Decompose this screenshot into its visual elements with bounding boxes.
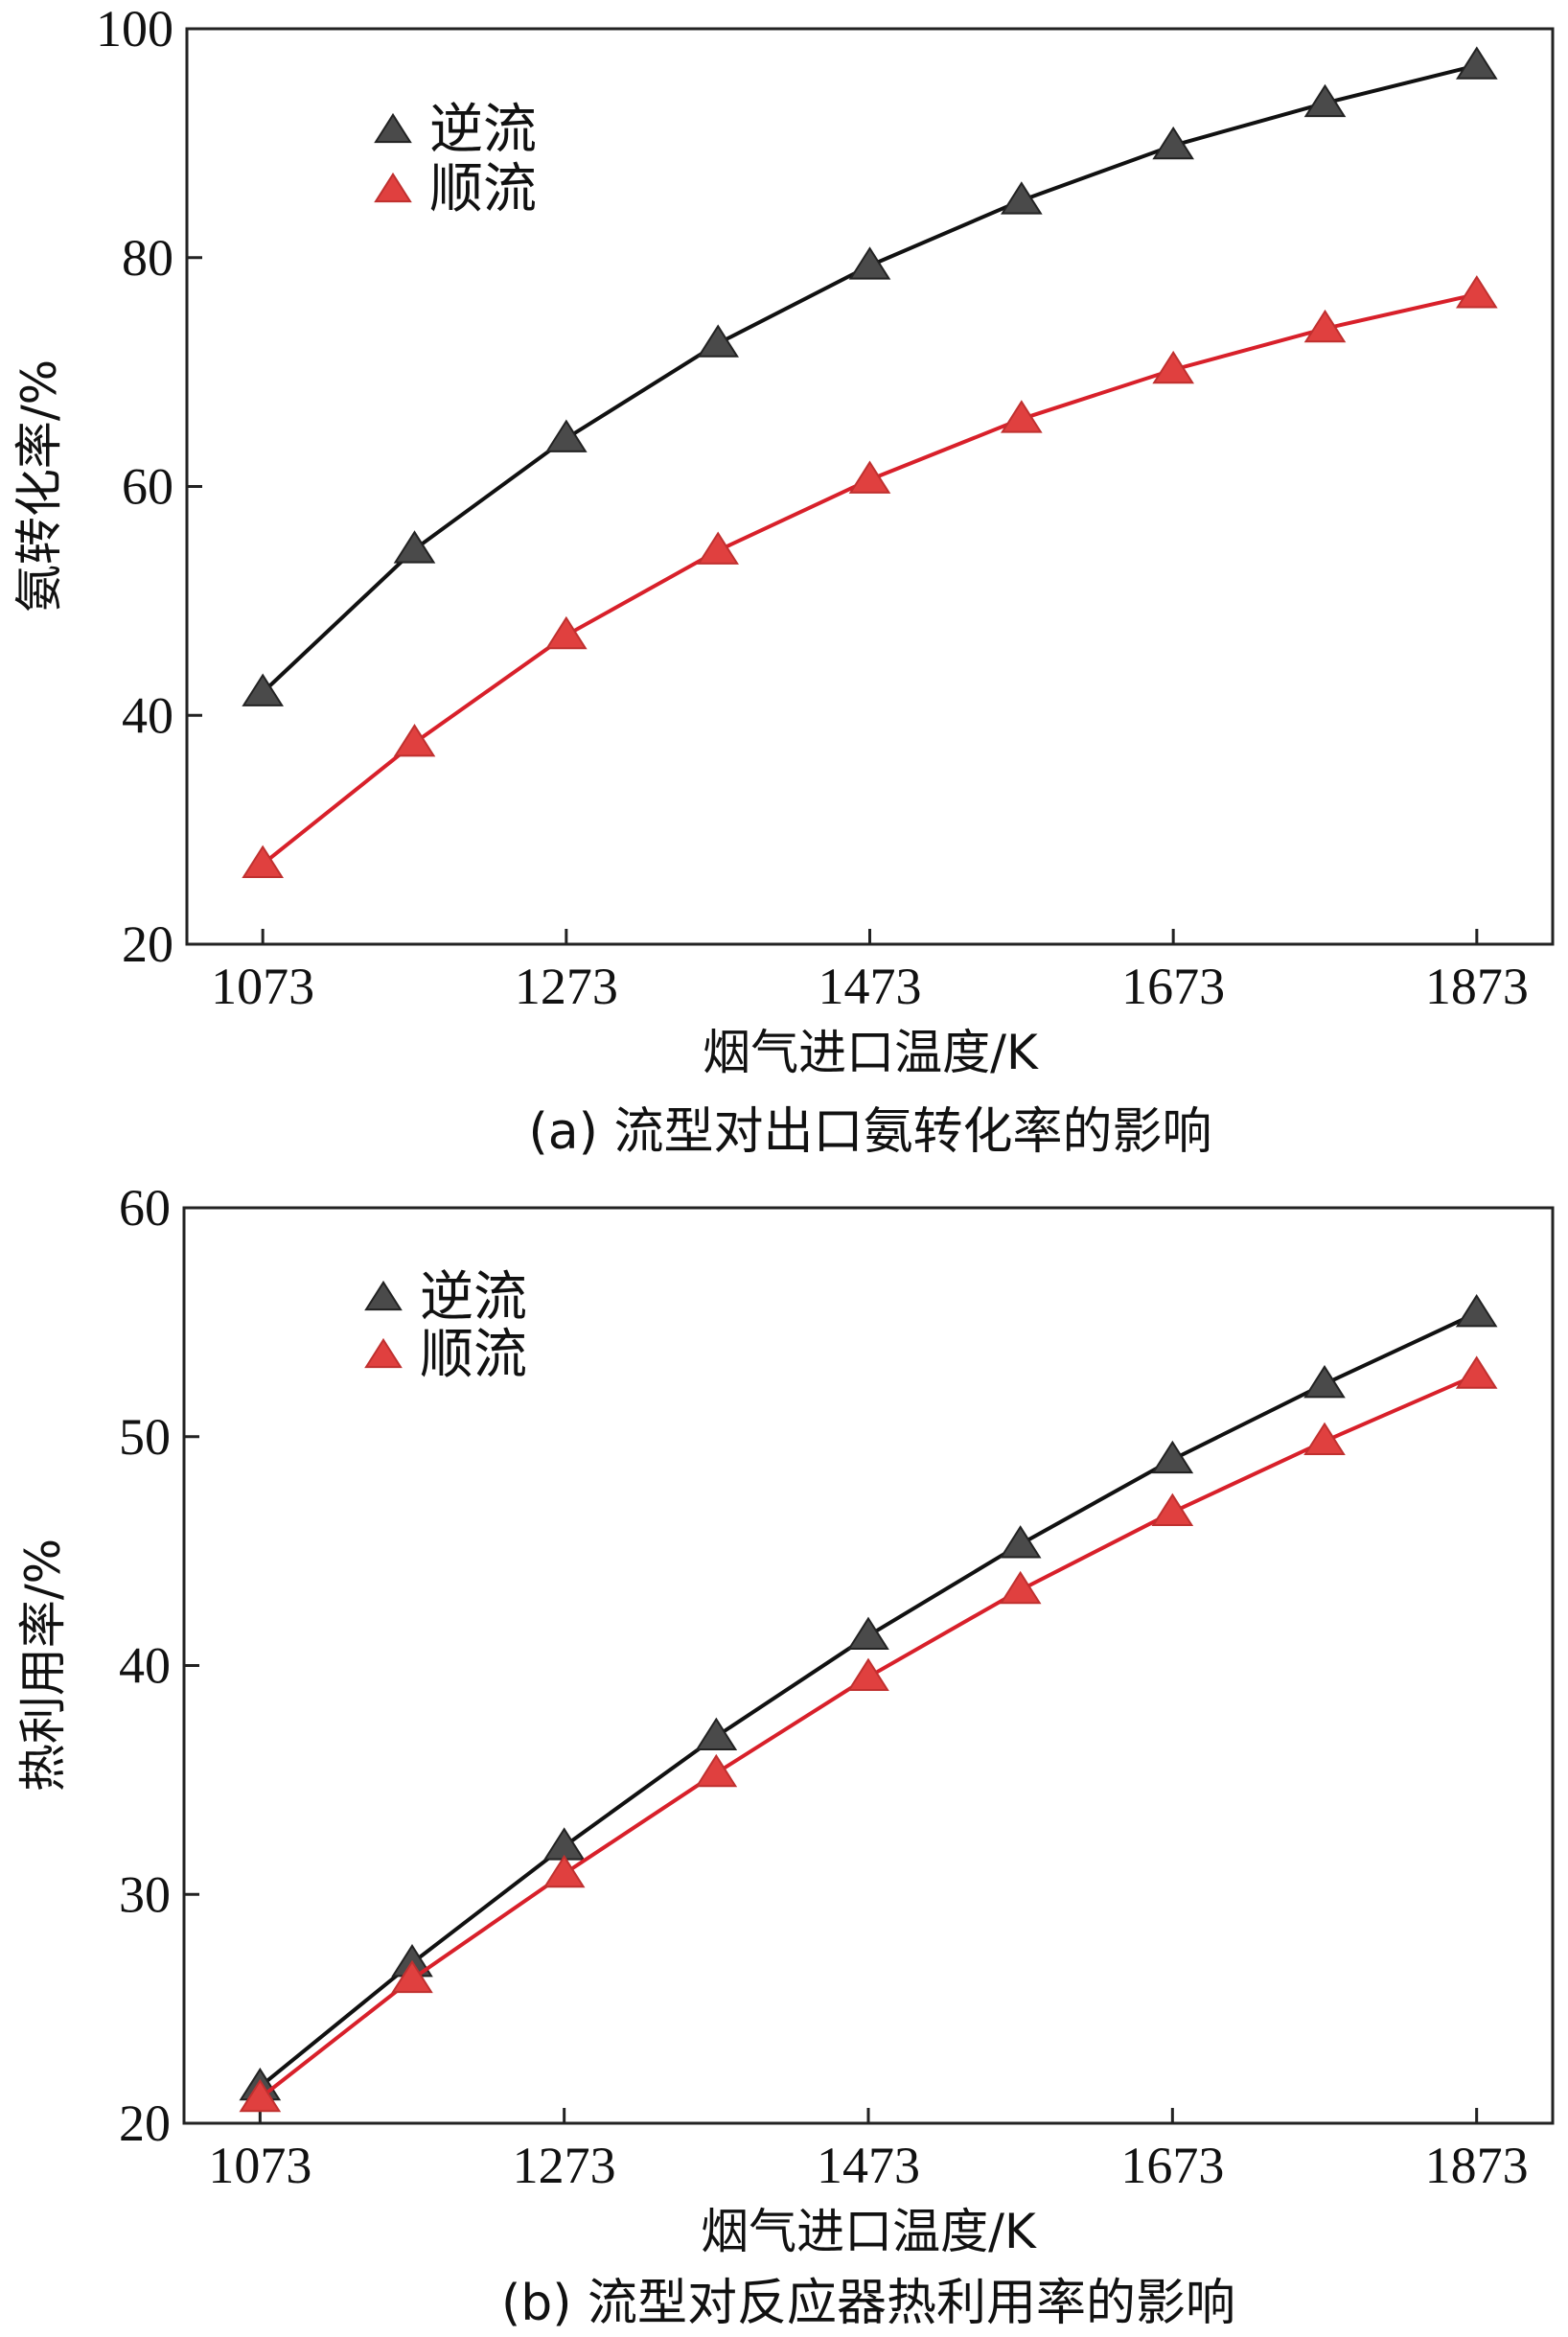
panel-b-data-point bbox=[1303, 1422, 1346, 1456]
panel-a-caption: (a) 流型对出口氨转化率的影响 bbox=[529, 1103, 1212, 1161]
panel-a-y-tick-label: 60 bbox=[122, 458, 173, 516]
panel-a-data-point bbox=[393, 530, 436, 564]
panel-b-data-point bbox=[239, 2078, 282, 2113]
panel-b-data-point bbox=[695, 1753, 738, 1788]
panel-a: 20 40 60 80 100 1073 1273 1473 1673 1873 氨转化率/% 烟… bbox=[12, 0, 1555, 1161]
panel-a-legend-marker bbox=[374, 112, 412, 144]
panel-b-x-tick-label: 1273 bbox=[513, 2137, 616, 2194]
panel-b-series-line-parallel-flow bbox=[259, 1373, 1478, 2100]
panel-b-data-point bbox=[391, 1959, 433, 1994]
panel-b-data-point bbox=[999, 1570, 1042, 1605]
panel-a-data-point bbox=[697, 324, 739, 358]
panel-b-legend-marker bbox=[364, 1280, 403, 1311]
panel-a-series-line-parallel-flow bbox=[261, 291, 1478, 866]
panel-a-y-tick-label: 80 bbox=[122, 229, 173, 287]
panel-a-data-point bbox=[1303, 309, 1347, 343]
panel-b-data-point bbox=[1303, 1364, 1346, 1399]
panel-b-plot-frame bbox=[182, 1206, 1555, 2125]
panel-b-data-point bbox=[847, 1616, 889, 1650]
panel-b-y-tick-label: 50 bbox=[119, 1408, 171, 1466]
panel-b-series-line-counterflow bbox=[259, 1311, 1478, 2089]
panel-b-data-point bbox=[999, 1525, 1042, 1559]
panel-a-plot-frame bbox=[185, 27, 1555, 946]
panel-b-legend-marker bbox=[364, 1337, 403, 1369]
panel-b-data-point bbox=[1455, 1355, 1498, 1389]
panel-a-data-point bbox=[1456, 275, 1498, 309]
panel-a-x-tick-label: 1873 bbox=[1425, 958, 1529, 1015]
panel-a-data-point bbox=[393, 724, 436, 757]
panel-a-data-point bbox=[1303, 83, 1347, 118]
panel-b-x-tick-label: 1473 bbox=[817, 2137, 920, 2194]
panel-a-data-point bbox=[1456, 46, 1498, 80]
panel-b-y-tick-label: 60 bbox=[119, 1179, 171, 1237]
panel-b-x-tick-label: 1873 bbox=[1425, 2137, 1529, 2194]
panel-a-x-tick-label: 1273 bbox=[515, 958, 618, 1015]
panel-a-y-tick-label: 20 bbox=[122, 915, 173, 973]
panel-a-legend-marker bbox=[374, 172, 412, 203]
panel-a-data-point bbox=[545, 419, 588, 452]
panel-a-x-tick-label: 1073 bbox=[211, 958, 314, 1015]
panel-a-data-point bbox=[1001, 181, 1043, 215]
panel-b-caption: (b) 流型对反应器热利用率的影响 bbox=[501, 2275, 1235, 2332]
panel-a-y-tick-label: 100 bbox=[96, 0, 173, 58]
panel-a-data-point bbox=[848, 246, 891, 280]
panel-a-data-point bbox=[242, 673, 284, 706]
panel-b-data-point bbox=[542, 1854, 586, 1888]
panel-a-data-point bbox=[697, 531, 739, 565]
panel-b-data-point bbox=[847, 1657, 889, 1691]
panel-b-y-tick-label: 40 bbox=[119, 1637, 171, 1695]
panel-a-marks: 20 40 60 80 100 1073 1273 1473 1673 1873 bbox=[96, 0, 1529, 1015]
panel-b-data-point bbox=[1151, 1492, 1194, 1527]
panel-a-y-axis-title: 氨转化率/% bbox=[12, 359, 67, 613]
panel-a-data-point bbox=[1001, 400, 1043, 433]
panel-a-x-tick-label: 1473 bbox=[819, 958, 922, 1015]
panel-b: 20 30 40 50 60 1073 1273 1473 1673 1873 热利用率/% 烟气… bbox=[15, 1179, 1555, 2332]
panel-b-data-point bbox=[542, 1827, 586, 1861]
panel-b-legend-label: 逆流 bbox=[420, 1266, 527, 1329]
panel-b-legend-label: 顺流 bbox=[420, 1324, 527, 1386]
panel-b-data-point bbox=[1455, 1293, 1498, 1328]
panel-a-y-tick-label: 40 bbox=[122, 686, 173, 744]
panel-b-y-tick-label: 20 bbox=[119, 2094, 171, 2152]
panel-a-data-point bbox=[848, 460, 891, 494]
panel-b-marks: 20 30 40 50 60 1073 1273 1473 1673 1873 bbox=[119, 1179, 1529, 2194]
panel-a-data-point bbox=[1152, 126, 1194, 160]
panel-b-x-tick-label: 1073 bbox=[208, 2137, 311, 2194]
panel-a-x-tick-label: 1673 bbox=[1121, 958, 1225, 1015]
panel-a-x-axis-title: 烟气进口温度/K bbox=[703, 1025, 1039, 1080]
panel-b-data-point bbox=[1151, 1440, 1194, 1474]
panel-b-x-axis-title: 烟气进口温度/K bbox=[701, 2204, 1037, 2259]
panel-b-y-axis-title: 热利用率/% bbox=[15, 1539, 71, 1792]
panel-a-data-point bbox=[1152, 350, 1194, 384]
panel-a-legend-label: 顺流 bbox=[429, 158, 537, 220]
panel-b-data-point bbox=[695, 1717, 738, 1751]
panel-b-x-tick-label: 1673 bbox=[1120, 2137, 1224, 2194]
panel-b-y-tick-label: 30 bbox=[119, 1865, 171, 1923]
panel-a-legend-label: 逆流 bbox=[429, 99, 537, 161]
panel-a-data-point bbox=[545, 615, 588, 650]
panel-a-data-point bbox=[242, 845, 284, 878]
